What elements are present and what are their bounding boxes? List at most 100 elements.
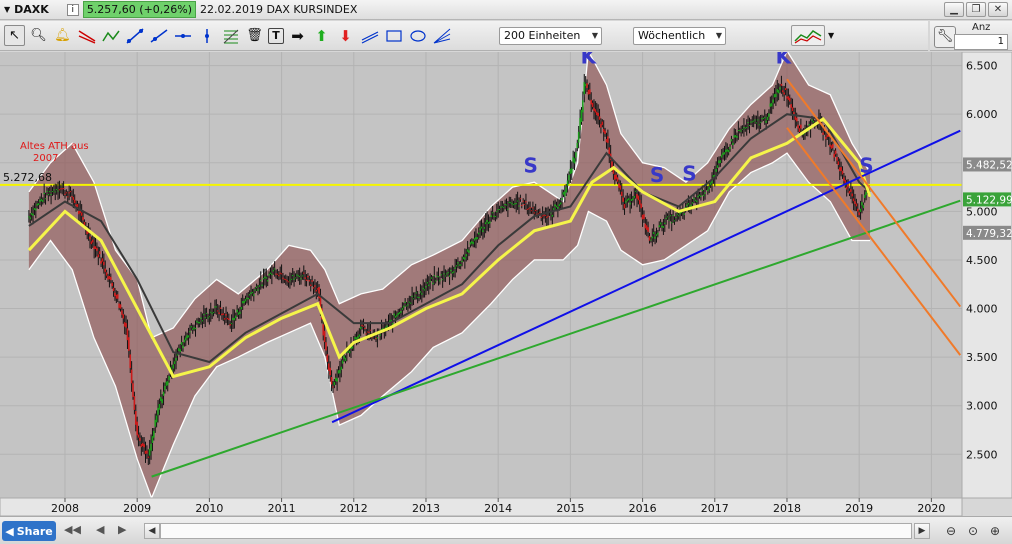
candle-body — [651, 236, 654, 239]
candle-body — [134, 411, 137, 425]
candle-body — [229, 324, 232, 326]
candle-body — [566, 180, 569, 186]
candle-body — [133, 396, 136, 410]
candle-body — [283, 278, 286, 280]
zoom-out-icon[interactable]: ⊖ — [945, 524, 957, 538]
candle-body — [191, 328, 194, 330]
candle-body — [425, 286, 427, 288]
candle-body — [441, 279, 444, 281]
candle-body — [590, 99, 593, 105]
candle-body — [554, 204, 556, 207]
units-dropdown[interactable]: 200 Einheiten ▼ — [499, 26, 602, 45]
candle-body — [636, 194, 638, 199]
pan-right-icon[interactable]: ▶ — [118, 523, 127, 536]
share-button[interactable]: ◀ Share — [2, 521, 56, 541]
alarm-bell-icon[interactable]: 🔔︎ — [54, 28, 71, 43]
candle-body — [357, 336, 359, 339]
candle-body — [529, 207, 531, 209]
scroll-left-button[interactable]: ◀ — [144, 523, 160, 539]
candle-body — [173, 361, 176, 365]
zoom-magnifier-icon[interactable]: 🔍︎ — [30, 28, 47, 43]
arrow-down-red-icon[interactable]: ⬇︎ — [339, 26, 352, 45]
fibonacci-icon[interactable] — [220, 25, 241, 46]
candle-body — [47, 194, 50, 196]
gann-fan-icon[interactable] — [431, 25, 452, 46]
candle-body — [41, 200, 44, 202]
candle-body — [855, 203, 858, 207]
candle-body — [490, 215, 493, 218]
zigzag-tool-icon[interactable] — [100, 25, 121, 46]
text-tool-icon[interactable]: T — [268, 27, 284, 44]
candle-body — [472, 241, 474, 245]
candle-body — [434, 280, 437, 282]
candle-body — [758, 124, 761, 126]
candle-body — [561, 198, 563, 201]
candle-body — [304, 277, 306, 279]
candle-body — [489, 221, 491, 224]
candle-body — [439, 280, 441, 282]
zoom-reset-icon[interactable]: ⊙ — [967, 524, 979, 538]
candle-body — [139, 437, 141, 441]
interval-dropdown[interactable]: Wöchentlich ▼ — [633, 26, 726, 45]
candle-body — [178, 348, 180, 351]
zoom-in-icon[interactable]: ⊕ — [989, 524, 1001, 538]
candle-body — [747, 122, 749, 124]
candle-body — [69, 191, 72, 193]
horizontal-line-icon[interactable] — [172, 25, 193, 46]
candle-body — [128, 337, 130, 351]
candle-body — [364, 328, 366, 330]
candle-body — [212, 311, 215, 313]
settings-wrench-icon[interactable]: 🔧︎ — [934, 26, 956, 48]
arrow-right-icon[interactable]: ➡︎ — [291, 26, 304, 45]
trendline-orange-2 — [786, 127, 962, 356]
candle-body — [614, 174, 616, 180]
vertical-line-icon[interactable] — [196, 25, 217, 46]
horizontal-scrollbar[interactable] — [160, 523, 912, 539]
candle-body — [396, 314, 398, 317]
ellipse-tool-icon[interactable] — [407, 25, 428, 46]
candle-body — [491, 212, 494, 214]
candle-body — [129, 354, 132, 369]
candle-body — [727, 149, 730, 153]
candle-body — [60, 188, 62, 190]
candle-body — [812, 121, 815, 123]
skip-start-icon[interactable]: ◀◀ — [64, 523, 81, 536]
candle-body — [204, 317, 207, 319]
chart-area[interactable]: K K S S S S Altes ATH aus 2007 5.272,68 6.500 6.00… — [0, 45, 1012, 517]
rectangle-tool-icon[interactable] — [383, 25, 404, 46]
x-tick-label: 2018 — [773, 502, 801, 515]
candle-body — [78, 210, 80, 215]
chart-type-chevron-icon[interactable]: ▼ — [828, 31, 835, 40]
trend-channel-icon[interactable] — [76, 25, 97, 46]
restore-button[interactable]: ❐ — [966, 2, 986, 17]
candle-body — [201, 320, 204, 322]
trendline-tool-icon[interactable] — [124, 25, 145, 46]
symbol-label[interactable]: DAXK — [14, 3, 49, 16]
ray-tool-icon[interactable] — [148, 25, 169, 46]
scroll-right-button[interactable]: ▶ — [914, 523, 930, 539]
close-button[interactable]: ✕ — [988, 2, 1008, 17]
candle-body — [122, 314, 125, 319]
anz-input[interactable]: 1 — [954, 34, 1008, 50]
candle-body — [183, 339, 186, 343]
candle-body — [376, 337, 379, 339]
candle-body — [494, 216, 497, 218]
pan-left-icon[interactable]: ◀ — [96, 523, 105, 536]
candle-body — [330, 376, 333, 385]
candle-body — [226, 317, 229, 320]
arrow-up-green-icon[interactable]: ⬆︎ — [315, 26, 328, 45]
pointer-tool-icon[interactable]: ↖ — [4, 25, 25, 46]
channel-tool-icon[interactable] — [359, 25, 380, 46]
candle-body — [258, 285, 261, 287]
candle-body — [451, 272, 454, 274]
candle-body — [393, 313, 395, 316]
dropdown-arrow-icon[interactable]: ▼ — [4, 5, 11, 14]
minimize-button[interactable]: ▁ — [944, 2, 964, 17]
candle-body — [282, 277, 284, 279]
delete-trash-icon[interactable]: 🗑︎ — [246, 28, 263, 43]
candle-body — [366, 331, 369, 333]
chart-type-icon[interactable] — [791, 25, 825, 46]
candle-body — [279, 272, 281, 274]
info-icon[interactable]: i — [66, 3, 79, 16]
